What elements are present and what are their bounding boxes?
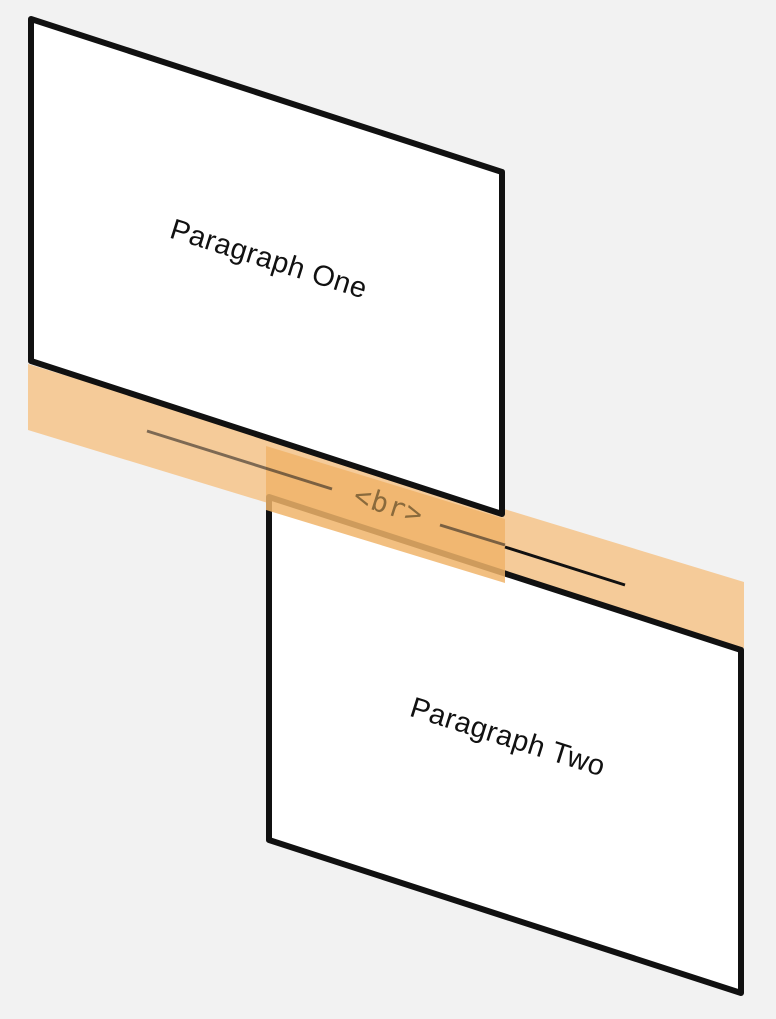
- paragraph-one-panel: [28, 16, 505, 517]
- line-break-connector-mid: [439, 523, 506, 547]
- line-break-connector-left: [146, 429, 333, 491]
- line-break-connector-right: [504, 545, 626, 587]
- line-break-band-overlay: [266, 446, 505, 583]
- paragraph-two-panel: [266, 494, 744, 996]
